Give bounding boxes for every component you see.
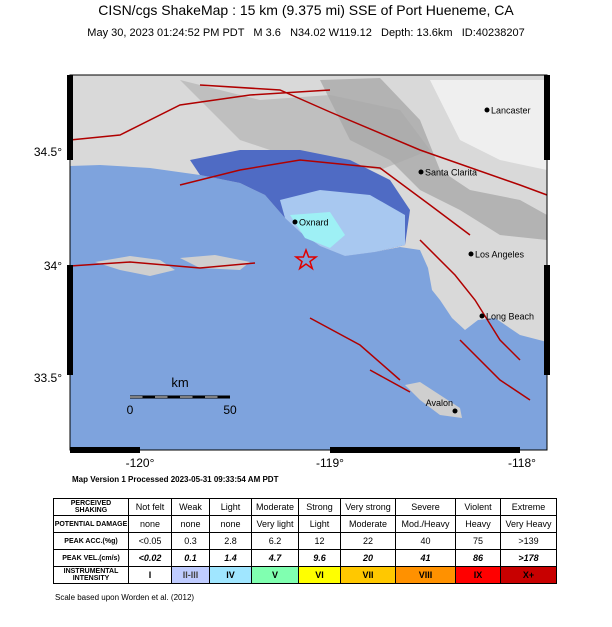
place-dot — [479, 313, 485, 319]
row-label: PERCEIVED SHAKING — [53, 498, 129, 516]
place-dot — [484, 107, 490, 113]
subtitle: May 30, 2023 01:24:52 PM PDT M 3.6 N34.0… — [87, 27, 524, 39]
place-label: Lancaster — [491, 106, 531, 116]
scale-start: 0 — [127, 403, 134, 417]
table-cell: none — [209, 515, 252, 533]
table-cell: Very strong — [340, 498, 396, 516]
table-cell: Violent — [455, 498, 501, 516]
place-label: Long Beach — [486, 312, 534, 322]
lat-label: 34.5° — [34, 145, 62, 159]
row-label: POTENTIAL DAMAGE — [53, 515, 129, 533]
table-cell: 0.3 — [171, 532, 210, 550]
table-cell: IX — [455, 566, 501, 584]
place-label: Los Angeles — [475, 250, 525, 260]
table-cell: Severe — [395, 498, 456, 516]
table-cell: none — [128, 515, 172, 533]
table-cell: 6.2 — [251, 532, 299, 550]
row-label: PEAK VEL.(cm/s) — [53, 549, 129, 567]
lon-label: -120° — [126, 456, 155, 470]
island — [405, 382, 462, 418]
table-cell: Mod./Heavy — [395, 515, 456, 533]
table-cell: 20 — [340, 549, 396, 567]
intensity-table: PERCEIVED SHAKING Not felt Weak Light Modera… — [53, 498, 557, 584]
lon-label: -118° — [508, 456, 536, 470]
table-row: PERCEIVED SHAKING Not felt Weak Light Modera… — [53, 498, 557, 516]
lon-label: -119° — [316, 456, 344, 470]
table-cell: VI — [298, 566, 341, 584]
table-cell: IV — [209, 566, 252, 584]
table-cell: 75 — [455, 532, 501, 550]
table-cell: <0.02 — [128, 549, 172, 567]
table-cell: 9.6 — [298, 549, 341, 567]
table-cell: 12 — [298, 532, 341, 550]
island — [95, 256, 175, 276]
table-cell: <0.05 — [128, 532, 172, 550]
place-label: Avalon — [426, 398, 453, 408]
table-row: PEAK VEL.(cm/s) <0.02 0.1 1.4 4.7 9.6 20 41 86 >1… — [53, 549, 557, 567]
table-cell: II-III — [171, 566, 210, 584]
table-cell: >178 — [500, 549, 557, 567]
row-label: PEAK ACC.(%g) — [53, 532, 129, 550]
title: CISN/cgs ShakeMap : 15 km (9.375 mi) SSE… — [98, 2, 514, 18]
place-dot — [292, 219, 298, 225]
table-cell: Very Heavy — [500, 515, 557, 533]
table-cell: 86 — [455, 549, 501, 567]
table-cell: 4.7 — [251, 549, 299, 567]
table-cell: none — [171, 515, 210, 533]
table-cell: X+ — [500, 566, 557, 584]
place-dot — [468, 251, 474, 257]
epicenter — [293, 247, 319, 271]
lat-label: 33.5° — [34, 371, 62, 385]
table-cell: V — [251, 566, 299, 584]
faults — [69, 84, 548, 401]
table-cell: Strong — [298, 498, 341, 516]
table-cell: Not felt — [128, 498, 172, 516]
table-cell: VII — [340, 566, 396, 584]
frame-ticks — [67, 75, 550, 453]
lat-label: 34° — [44, 259, 62, 273]
table-cell: VIII — [395, 566, 456, 584]
axes: 34.5° 34° 33.5° -120° -119° -118° — [34, 145, 536, 470]
table-row: POTENTIAL DAMAGE none none none Very light Li… — [53, 515, 557, 533]
table-cell: Light — [209, 498, 252, 516]
table-cell: 0.1 — [171, 549, 210, 567]
place-label: Santa Clarita — [425, 168, 477, 178]
table-row: PEAK ACC.(%g) <0.05 0.3 2.8 6.2 12 22 40 75 >139 — [53, 532, 557, 550]
table-cell: Light — [298, 515, 341, 533]
place-dot — [452, 408, 458, 414]
table-cell: 41 — [395, 549, 456, 567]
table-cell: I — [128, 566, 172, 584]
place-label: Oxnard — [299, 218, 329, 228]
scale-unit: km — [171, 375, 188, 390]
footer: Map Version 1 Processed 2023-05-31 09:33… — [72, 475, 279, 484]
relief — [320, 78, 547, 240]
place-dot — [418, 169, 424, 175]
table-cell: Heavy — [455, 515, 501, 533]
map-frame — [69, 74, 548, 451]
scale-note: Scale based upon Worden et al. (2012) — [55, 593, 194, 602]
places: Lancaster Santa Clarita Oxnard Los Angeles L… — [292, 106, 534, 414]
shaking-area — [290, 212, 345, 248]
table-cell: 22 — [340, 532, 396, 550]
table-row: INSTRUMENTAL INTENSITY I II-III IV V VI VII VII… — [53, 566, 557, 584]
scale-bar: km 0 50 — [127, 375, 237, 417]
table-cell: 2.8 — [209, 532, 252, 550]
table-cell: >139 — [500, 532, 557, 550]
table-cell: Weak — [171, 498, 210, 516]
table-cell: Very light — [251, 515, 299, 533]
table-cell: Extreme — [500, 498, 557, 516]
table-cell: Moderate — [251, 498, 299, 516]
island — [180, 255, 250, 270]
map: km 0 50 — [67, 74, 550, 453]
scale-end: 50 — [223, 403, 237, 417]
desert — [430, 80, 547, 170]
row-label: INSTRUMENTAL INTENSITY — [53, 566, 129, 584]
table-cell: 40 — [395, 532, 456, 550]
table-cell: 1.4 — [209, 549, 252, 567]
table-cell: Moderate — [340, 515, 396, 533]
